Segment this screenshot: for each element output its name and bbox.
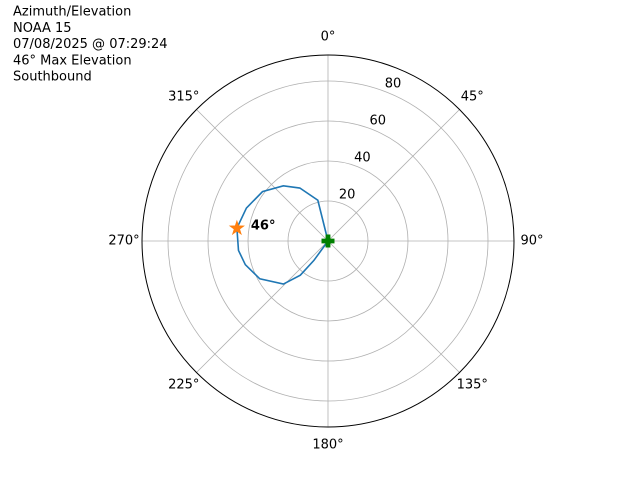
max-label: 46°	[251, 219, 276, 234]
r-tick-label: 20	[339, 187, 356, 202]
r-tick-label: 80	[385, 76, 402, 91]
r-tick-label: 40	[354, 150, 371, 165]
grid-spoke	[327, 240, 460, 373]
theta-tick-label: 315°	[168, 89, 199, 104]
theta-tick-label: 90°	[520, 234, 543, 249]
theta-tick-label: 270°	[108, 234, 139, 249]
title-line: Southbound	[13, 70, 92, 85]
title-line: 46° Max Elevation	[13, 53, 132, 68]
theta-tick-label: 225°	[168, 378, 199, 393]
title-line: 07/08/2025 @ 07:29:24	[13, 37, 168, 52]
grid-spoke	[327, 109, 460, 242]
theta-tick-label: 45°	[461, 89, 484, 104]
title-line: Azimuth/Elevation	[13, 5, 131, 20]
grid-spoke	[196, 240, 329, 373]
outer-frame	[141, 54, 515, 428]
max-star	[228, 219, 245, 236]
title-line: NOAA 15	[13, 21, 72, 36]
pass-track	[236, 185, 329, 285]
r-tick-label: 60	[369, 113, 386, 128]
theta-tick-label: 135°	[457, 378, 488, 393]
theta-tick-label: 0°	[321, 30, 336, 45]
theta-tick-label: 180°	[312, 438, 343, 453]
endpoint-marker	[321, 234, 335, 248]
grid-spoke	[196, 109, 329, 242]
